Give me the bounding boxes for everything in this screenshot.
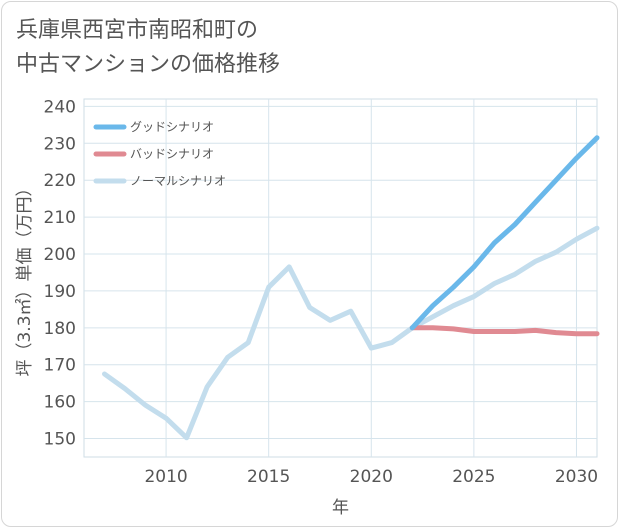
y-axis-ticks: 150 160 170 180 190 200 210 220 230 240 <box>44 97 76 449</box>
chart-title-line1: 兵庫県西宮市南昭和町の <box>16 18 259 43</box>
y-tick-label: 220 <box>44 171 76 191</box>
series-line-1 <box>409 325 600 337</box>
y-tick-label: 160 <box>44 393 76 413</box>
legend-label-0: グッドシナリオ <box>130 120 214 134</box>
y-tick-label: 200 <box>44 245 76 265</box>
series-line-2 <box>102 225 600 441</box>
y-tick-label: 190 <box>44 282 76 302</box>
series-line-0 <box>409 135 600 331</box>
y-tick-label: 170 <box>44 356 76 376</box>
y-axis-label: 坪（3.3㎡）単価（万円） <box>15 179 35 376</box>
chart-title-line2: 中古マンションの価格推移 <box>16 52 281 77</box>
x-tick-label: 2010 <box>144 467 187 487</box>
y-tick-label: 240 <box>44 97 76 117</box>
series-lines <box>102 135 600 441</box>
y-tick-label: 150 <box>44 430 76 450</box>
plot-area <box>83 98 598 458</box>
legend-label-1: バッドシナリオ <box>130 147 214 161</box>
x-tick-label: 2015 <box>247 467 290 487</box>
legend-label-2: ノーマルシナリオ <box>130 174 226 188</box>
grid-lines <box>83 98 598 458</box>
x-axis-ticks: 2010 2015 2020 2025 2030 <box>144 467 598 487</box>
x-tick-label: 2030 <box>555 467 598 487</box>
x-tick-label: 2020 <box>350 467 393 487</box>
chart-title: 兵庫県西宮市南昭和町の 中古マンションの価格推移 <box>16 14 576 82</box>
y-tick-label: 180 <box>44 319 76 339</box>
x-axis-label: 年 <box>332 498 349 518</box>
y-tick-label: 210 <box>44 208 76 228</box>
y-tick-label: 230 <box>44 134 76 154</box>
x-tick-label: 2025 <box>452 467 495 487</box>
